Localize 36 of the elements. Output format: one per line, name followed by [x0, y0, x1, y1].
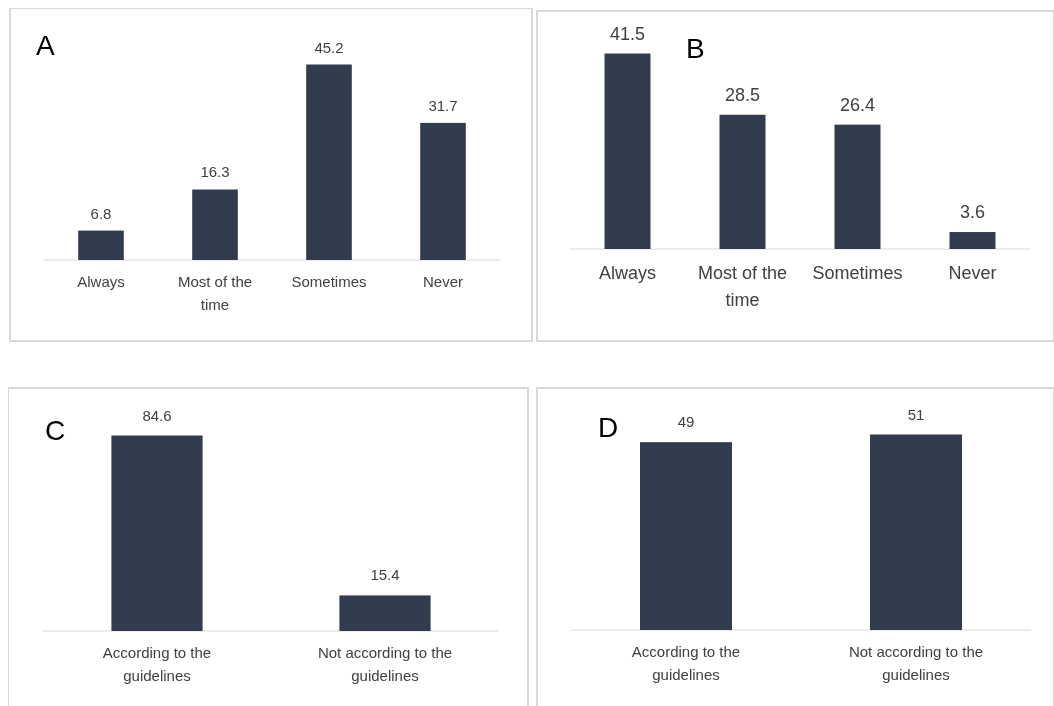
data-label: 15.4 [370, 566, 400, 584]
x-tick-label: Sometimes [291, 273, 367, 290]
data-label: 84.6 [142, 406, 172, 424]
data-label: 28.5 [724, 84, 761, 105]
x-tick-label: Not according to the guidelines [848, 643, 984, 683]
x-tick-label: Sometimes [812, 263, 903, 283]
x-tick-label: Most of the time [697, 263, 788, 310]
bar [192, 189, 238, 260]
chart-title: B [686, 33, 705, 64]
bar [306, 64, 352, 260]
x-tick-label: Always [598, 263, 657, 283]
x-tick-label: Never [422, 273, 464, 290]
x-tick-label: Never [948, 263, 997, 283]
x-tick-label: According to the guidelines [102, 644, 212, 684]
x-tick-label: Not according to the guidelines [317, 644, 453, 684]
bar [719, 114, 766, 249]
data-label: 31.7 [428, 96, 458, 114]
bar [420, 122, 466, 260]
x-tick-label: Most of the time [177, 273, 253, 313]
bar [78, 230, 124, 260]
data-label: 49 [677, 413, 695, 431]
data-label: 6.8 [90, 204, 112, 222]
data-label: 51 [907, 405, 925, 423]
bar [604, 53, 651, 249]
chart-title: A [36, 30, 55, 61]
bar [834, 124, 881, 249]
data-label: 3.6 [959, 202, 986, 223]
data-label: 41.5 [609, 23, 646, 44]
bar [949, 232, 996, 249]
data-label: 26.4 [839, 94, 876, 115]
chart-title: C [45, 415, 66, 446]
x-tick-label: According to the guidelines [631, 643, 741, 683]
chart-title: D [598, 412, 619, 443]
data-label: 16.3 [200, 163, 230, 181]
x-tick-label: Always [77, 273, 125, 290]
data-label: 45.2 [314, 38, 344, 56]
